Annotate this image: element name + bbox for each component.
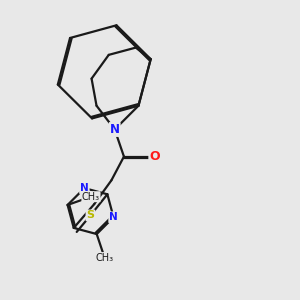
Text: N: N: [109, 212, 118, 222]
Text: S: S: [86, 210, 94, 220]
Text: N: N: [110, 123, 120, 136]
Text: CH₃: CH₃: [95, 253, 114, 262]
Text: CH₃: CH₃: [82, 192, 100, 202]
Text: N: N: [80, 183, 89, 193]
Text: O: O: [149, 150, 160, 163]
